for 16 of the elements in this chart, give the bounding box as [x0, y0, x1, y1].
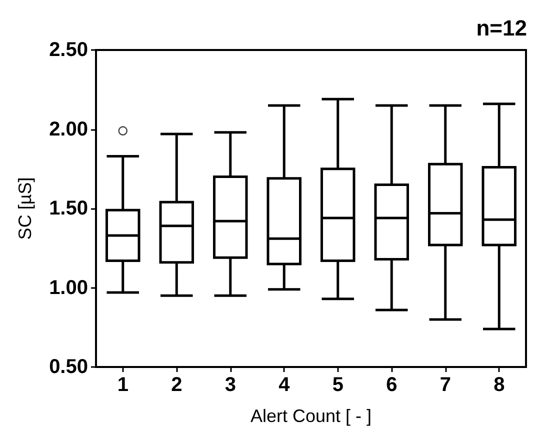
x-axis-title: Alert Count [ - ]	[250, 406, 372, 426]
y-tick-label: 2.00	[49, 118, 88, 140]
x-tick-label: 5	[332, 374, 344, 396]
y-tick-label: 1.50	[49, 198, 88, 220]
x-tick-label: 3	[224, 374, 236, 396]
x-tick-label: 6	[386, 374, 398, 396]
y-axis-title: SC [µS]	[15, 177, 35, 240]
y-tick-label: 2.50	[49, 39, 88, 61]
x-tick-label: 7	[440, 374, 451, 396]
x-tick-label: 1	[117, 374, 128, 396]
chart-title: n=12	[476, 16, 528, 40]
y-tick-label: 0.50	[49, 356, 88, 378]
x-tick-label: 2	[171, 374, 182, 396]
y-tick-label: 1.00	[49, 276, 88, 299]
x-tick-label: 8	[494, 374, 505, 396]
x-tick-label: 4	[278, 374, 291, 396]
